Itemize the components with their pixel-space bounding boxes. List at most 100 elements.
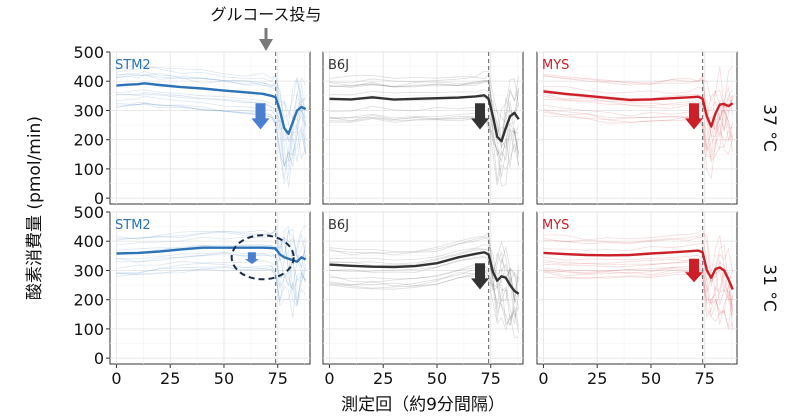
y-tick-label: 200 — [73, 291, 104, 310]
decrease-arrow — [471, 263, 489, 290]
decrease-arrow — [471, 103, 489, 130]
glucose-annotation-label: グルコース投与 — [211, 5, 322, 24]
y-tick-label: 500 — [73, 43, 104, 62]
series-line-stm2 — [116, 82, 307, 136]
replicate-trace — [116, 93, 307, 168]
x-tick-label: 25 — [587, 369, 607, 388]
replicate-trace — [329, 235, 520, 282]
panel-strain-label: STM2 — [115, 58, 151, 73]
replicate-trace — [329, 231, 520, 298]
row-label-37: 37 °C — [759, 104, 779, 151]
replicate-trace — [543, 243, 733, 291]
replicate-trace — [329, 243, 520, 300]
replicate-trace — [543, 228, 734, 283]
replicate-trace — [543, 85, 734, 121]
replicate-trace — [329, 248, 520, 302]
replicate-trace — [116, 257, 307, 300]
x-tick-label: 50 — [641, 369, 661, 388]
y-tick-label: 0 — [94, 349, 104, 368]
replicate-trace — [116, 265, 306, 307]
y-tick-label: 200 — [73, 131, 104, 150]
replicate-trace — [543, 75, 734, 117]
replicate-trace — [543, 93, 733, 154]
x-tick-label: 75 — [268, 369, 288, 388]
replicate-trace — [329, 80, 520, 124]
row-label-31: 31 °C — [759, 264, 779, 311]
replicate-trace — [329, 79, 520, 148]
replicate-trace — [543, 66, 734, 110]
y-tick-label: 400 — [73, 72, 104, 91]
panel-strain-label: MYS — [542, 218, 569, 233]
panel-b6j-31: B6J 0 25 50 75 — [322, 211, 524, 388]
replicate-trace — [116, 235, 307, 270]
replicate-trace — [116, 228, 307, 261]
replicate-trace — [116, 253, 307, 281]
replicate-trace — [116, 71, 306, 142]
replicate-trace — [116, 267, 307, 307]
x-tick-label: 75 — [695, 369, 715, 388]
x-tick-label: 50 — [427, 369, 447, 388]
x-tick-label: 0 — [111, 369, 121, 388]
replicate-trace — [329, 80, 520, 133]
replicate-trace — [116, 89, 307, 167]
y-tick-label: 300 — [73, 261, 104, 280]
glucose-annotation-arrow — [259, 28, 273, 51]
x-tick-label: 0 — [538, 369, 548, 388]
panel-frame — [536, 51, 738, 205]
series-line-b6j — [329, 94, 520, 143]
decrease-arrow — [251, 103, 270, 130]
series-line-mys — [543, 249, 734, 290]
replicate-trace — [329, 89, 519, 157]
x-axis-label: 測定回（約9分間隔） — [341, 395, 505, 415]
replicate-trace — [543, 236, 734, 287]
replicate-trace — [116, 63, 307, 126]
replicate-trace — [543, 95, 734, 134]
series-line-b6j — [329, 251, 520, 295]
y-tick-label: 300 — [73, 101, 104, 120]
panel-strain-label: STM2 — [115, 218, 151, 233]
panel-strain-label: MYS — [542, 58, 569, 73]
panel-mys-31: MYS 0 25 50 75 — [536, 211, 738, 388]
replicate-trace — [543, 254, 734, 311]
replicate-trace — [116, 72, 307, 143]
replicate-trace — [116, 73, 307, 120]
replicate-trace — [329, 236, 520, 298]
y-tick-label: 500 — [73, 203, 104, 222]
x-tick-label: 50 — [214, 369, 234, 388]
panel-mys-37: MYS — [536, 51, 738, 205]
decrease-arrow — [685, 103, 703, 130]
highlight-ellipse — [230, 234, 295, 281]
replicate-trace — [543, 65, 734, 130]
decrease-arrow — [244, 252, 259, 264]
replicate-trace — [116, 262, 307, 307]
replicate-trace — [116, 230, 307, 269]
replicate-trace — [116, 249, 307, 289]
replicate-trace — [329, 80, 520, 148]
y-tick-label: 100 — [73, 320, 104, 339]
panel-stm2-37: STM2 0 100 200 300 400 500 — [73, 43, 311, 208]
y-axis-label: 酸素消費量 (pmol/min) — [25, 116, 45, 300]
replicate-trace — [329, 256, 520, 314]
x-tick-label: 75 — [481, 369, 501, 388]
y-tick-label: 100 — [73, 160, 104, 179]
replicate-trace — [116, 65, 307, 119]
replicate-trace — [329, 248, 520, 292]
replicate-trace — [329, 70, 520, 139]
decrease-arrow — [685, 258, 703, 283]
plot-area — [116, 52, 307, 204]
replicate-trace — [543, 233, 734, 287]
panel-stm2-31: STM2 0 100 200 300 400 500 0 25 50 75 — [73, 203, 311, 388]
x-tick-label: 0 — [324, 369, 334, 388]
series-line-mys — [543, 90, 734, 128]
panel-b6j-37: B6J — [322, 51, 524, 205]
plot-area — [543, 52, 734, 204]
panel-strain-label: B6J — [328, 218, 349, 233]
y-tick-label: 400 — [73, 232, 104, 251]
replicate-trace — [329, 256, 520, 319]
x-tick-label: 25 — [160, 369, 180, 388]
x-tick-label: 25 — [373, 369, 393, 388]
y-tick-label: 0 — [94, 189, 104, 208]
panel-strain-label: B6J — [328, 58, 349, 73]
